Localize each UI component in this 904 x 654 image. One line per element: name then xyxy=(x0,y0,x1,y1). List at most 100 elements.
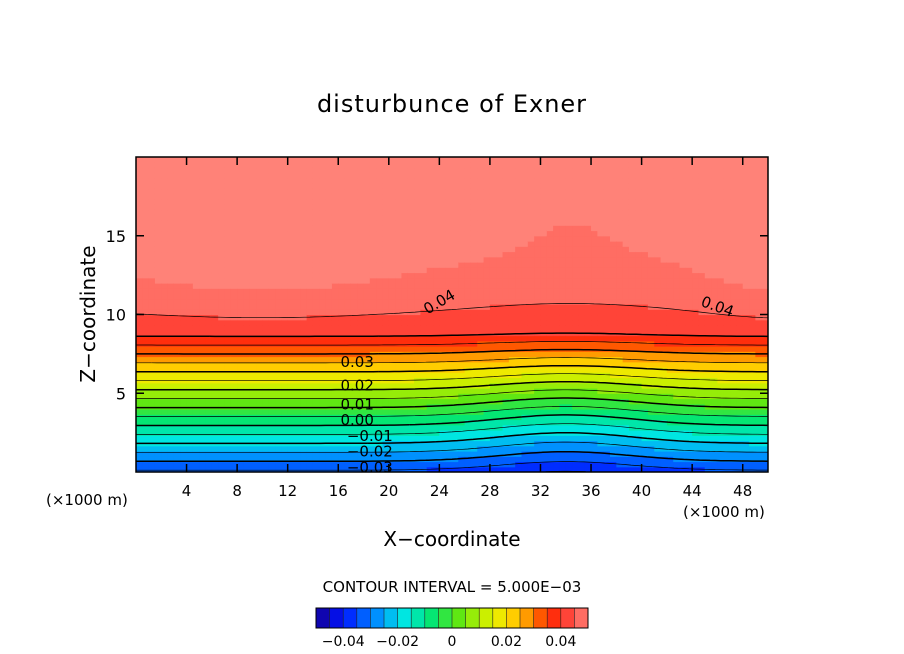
contour-fill-cell xyxy=(540,346,548,352)
contour-fill-cell xyxy=(205,451,213,457)
contour-fill-cell xyxy=(654,157,662,163)
contour-fill-cell xyxy=(559,356,567,363)
contour-fill-cell xyxy=(186,445,194,452)
contour-fill-cell xyxy=(635,414,643,421)
contour-fill-cell xyxy=(363,225,371,232)
contour-fill-cell xyxy=(142,262,150,268)
contour-fill-cell xyxy=(382,230,390,237)
contour-fill-cell xyxy=(591,230,598,237)
contour-fill-cell xyxy=(363,241,371,247)
contour-fill-cell xyxy=(420,393,428,400)
contour-fill-cell xyxy=(452,325,459,331)
contour-fill-cell xyxy=(211,409,219,415)
contour-fill-cell xyxy=(584,372,592,379)
contour-fill-cell xyxy=(211,188,219,195)
contour-fill-cell xyxy=(300,277,308,284)
contour-fill-cell xyxy=(249,199,257,205)
contour-fill-cell xyxy=(382,241,390,247)
contour-fill-cell xyxy=(249,372,257,379)
contour-fill-cell xyxy=(559,235,567,242)
contour-fill-cell xyxy=(312,183,320,190)
contour-fill-cell xyxy=(161,288,169,295)
contour-fill-cell xyxy=(515,346,523,352)
contour-fill-cell xyxy=(553,325,561,331)
contour-fill-cell xyxy=(597,178,605,184)
contour-fill-cell xyxy=(622,382,630,389)
contour-fill-cell xyxy=(262,456,270,463)
contour-fill-cell xyxy=(433,230,440,237)
contour-fill-cell xyxy=(591,267,598,274)
contour-fill-cell xyxy=(559,398,567,405)
contour-fill-cell xyxy=(407,445,415,452)
contour-fill-cell xyxy=(230,251,238,258)
contour-fill-cell xyxy=(508,440,516,447)
contour-fill-cell xyxy=(331,298,339,305)
contour-fill-cell xyxy=(603,409,611,415)
contour-fill-cell xyxy=(388,424,396,431)
contour-fill-cell xyxy=(578,382,586,389)
contour-fill-cell xyxy=(363,309,371,316)
contour-fill-cell xyxy=(508,424,516,431)
contour-fill-cell xyxy=(401,277,409,284)
contour-fill-cell xyxy=(572,178,579,184)
contour-fill-cell xyxy=(401,314,409,321)
contour-fill-cell xyxy=(287,356,295,363)
contour-fill-cell xyxy=(369,267,377,274)
contour-fill-cell xyxy=(426,435,434,442)
contour-fill-cell xyxy=(281,209,289,216)
contour-fill-cell xyxy=(546,267,554,274)
contour-fill-cell xyxy=(369,393,377,400)
contour-fill-cell xyxy=(584,445,592,452)
contour-fill-cell xyxy=(230,430,238,436)
contour-fill-cell xyxy=(445,162,453,169)
contour-fill-cell xyxy=(218,388,226,394)
contour-fill-cell xyxy=(167,304,175,310)
contour-fill-cell xyxy=(489,235,497,242)
contour-fill-cell xyxy=(344,277,352,284)
contour-fill-cell xyxy=(610,267,617,274)
contour-fill-cell xyxy=(167,451,175,457)
contour-fill-cell xyxy=(635,340,643,347)
contour-fill-cell xyxy=(306,283,314,289)
contour-fill-cell xyxy=(483,361,491,368)
contour-fill-cell xyxy=(515,393,523,400)
contour-fill-cell xyxy=(565,393,573,400)
contour-fill-cell xyxy=(237,256,245,263)
contour-fill-cell xyxy=(395,204,403,211)
contour-fill-cell xyxy=(287,267,295,274)
contour-fill-cell xyxy=(306,346,314,352)
contour-fill-cell xyxy=(344,309,352,316)
contour-fill-cell xyxy=(452,277,459,284)
contour-fill-cell xyxy=(218,167,226,174)
contour-fill-cell xyxy=(312,188,320,195)
contour-fill-cell xyxy=(142,241,150,247)
contour-fill-cell xyxy=(192,230,200,237)
contour-fill-cell xyxy=(433,251,440,258)
contour-fill-cell xyxy=(344,183,352,190)
contour-fill-cell xyxy=(224,367,232,373)
contour-fill-cell xyxy=(363,388,371,394)
contour-fill-cell xyxy=(306,330,314,337)
contour-fill-cell xyxy=(603,456,611,463)
contour-fill-cell xyxy=(363,367,371,373)
contour-fill-cell xyxy=(192,382,200,389)
contour-fill-cell xyxy=(199,414,207,421)
contour-fill-cell xyxy=(635,335,643,342)
contour-fill-cell xyxy=(458,414,466,421)
contour-fill-cell xyxy=(211,430,219,436)
contour-fill-cell xyxy=(546,351,554,358)
contour-fill-cell xyxy=(331,304,339,310)
contour-fill-cell xyxy=(230,424,238,431)
contour-fill-cell xyxy=(426,304,434,310)
contour-fill-cell xyxy=(534,267,542,274)
contour-fill-cell xyxy=(610,314,617,321)
contour-fill-cell xyxy=(641,235,649,242)
contour-fill-cell xyxy=(224,335,232,342)
contour-fill-cell xyxy=(230,346,238,352)
contour-fill-cell xyxy=(243,251,251,258)
contour-fill-cell xyxy=(350,230,358,237)
contour-fill-cell xyxy=(173,456,181,463)
contour-fill-cell xyxy=(597,466,605,472)
contour-fill-cell xyxy=(452,330,459,337)
contour-fill-cell xyxy=(173,214,181,221)
